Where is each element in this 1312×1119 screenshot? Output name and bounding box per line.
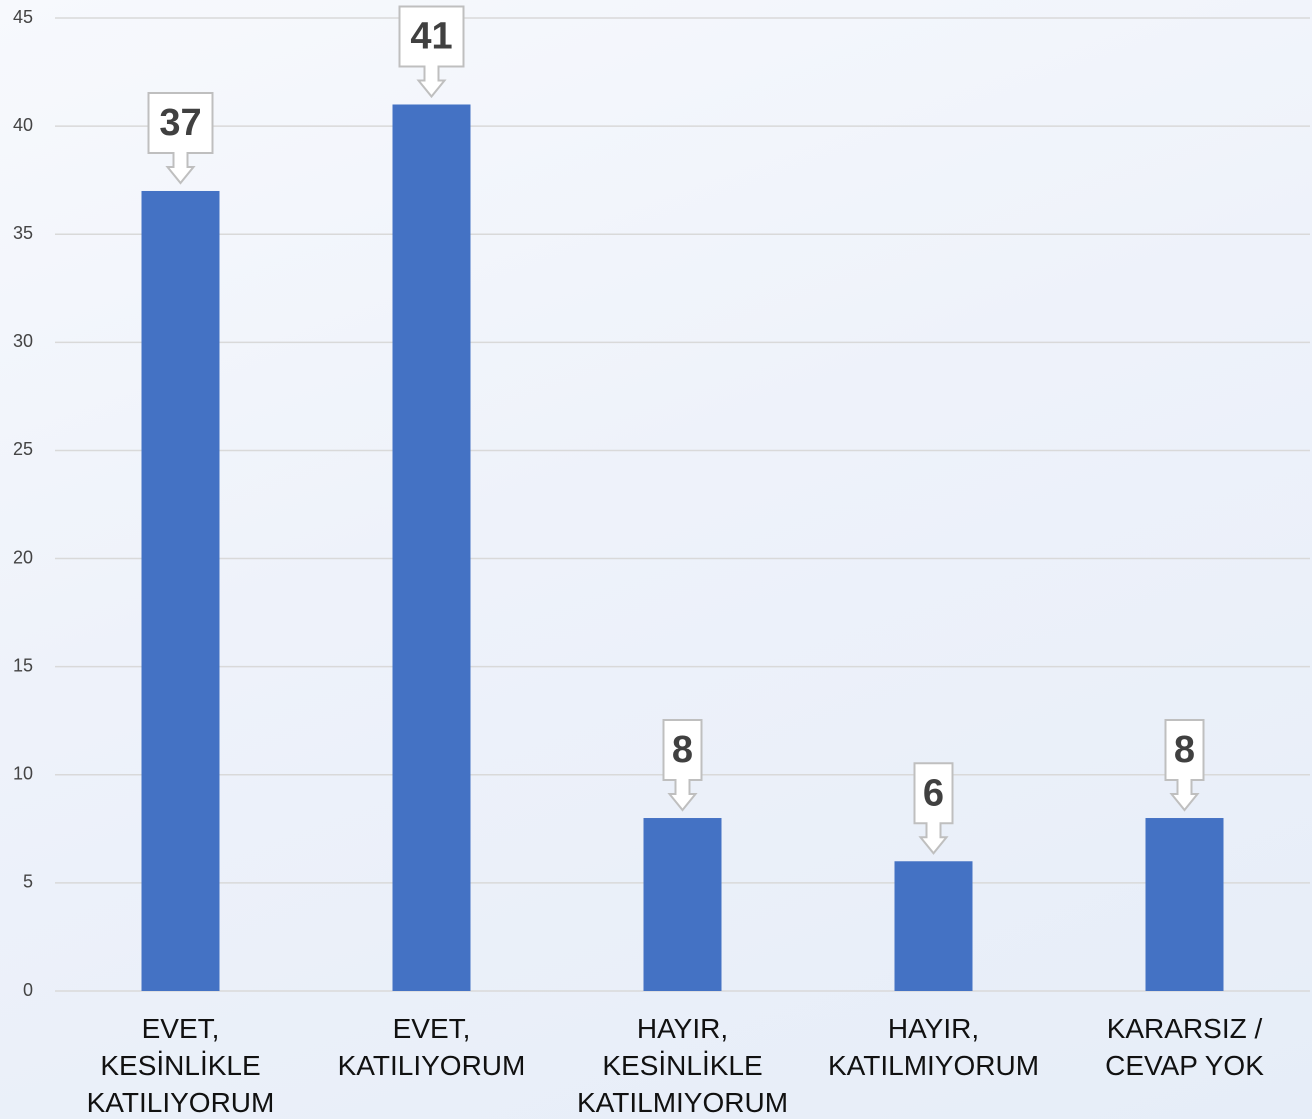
data-label: 8 [672, 729, 693, 771]
y-tick-label: 15 [13, 655, 33, 675]
data-label: 6 [923, 772, 944, 814]
callout [147, 91, 214, 185]
bar [894, 861, 973, 991]
data-label: 37 [159, 102, 201, 144]
y-tick-label: 0 [23, 980, 33, 1000]
y-tick-label: 5 [23, 872, 33, 892]
y-tick-label: 25 [13, 439, 33, 459]
y-tick-label: 30 [13, 331, 33, 351]
data-label: 8 [1174, 729, 1195, 771]
y-tick-label: 45 [13, 7, 33, 27]
data-label: 41 [410, 16, 452, 58]
x-tick-label: HAYIR, KESİNLİKLE KATILMIYORUM [576, 1013, 789, 1118]
y-tick-label: 10 [13, 764, 33, 784]
x-tick-label: KARARSIZ / CEVAP YOK [1105, 1013, 1264, 1081]
bar [141, 190, 220, 991]
x-tick-label: HAYIR, KATILMIYORUM [827, 1013, 1040, 1081]
y-tick-label: 40 [13, 115, 33, 135]
bar [392, 104, 471, 991]
y-tick-label: 35 [13, 223, 33, 243]
bar [643, 818, 722, 991]
x-tick-label: EVET, KATILIYORUM [337, 1013, 526, 1081]
callout [913, 762, 954, 855]
x-tick-label: EVET, KESİNLİKLE KATILIYORUM [86, 1013, 275, 1118]
bar [1145, 818, 1224, 991]
callout [1164, 719, 1205, 812]
callout [398, 5, 465, 99]
y-tick-label: 20 [13, 547, 33, 567]
callout [662, 719, 703, 812]
